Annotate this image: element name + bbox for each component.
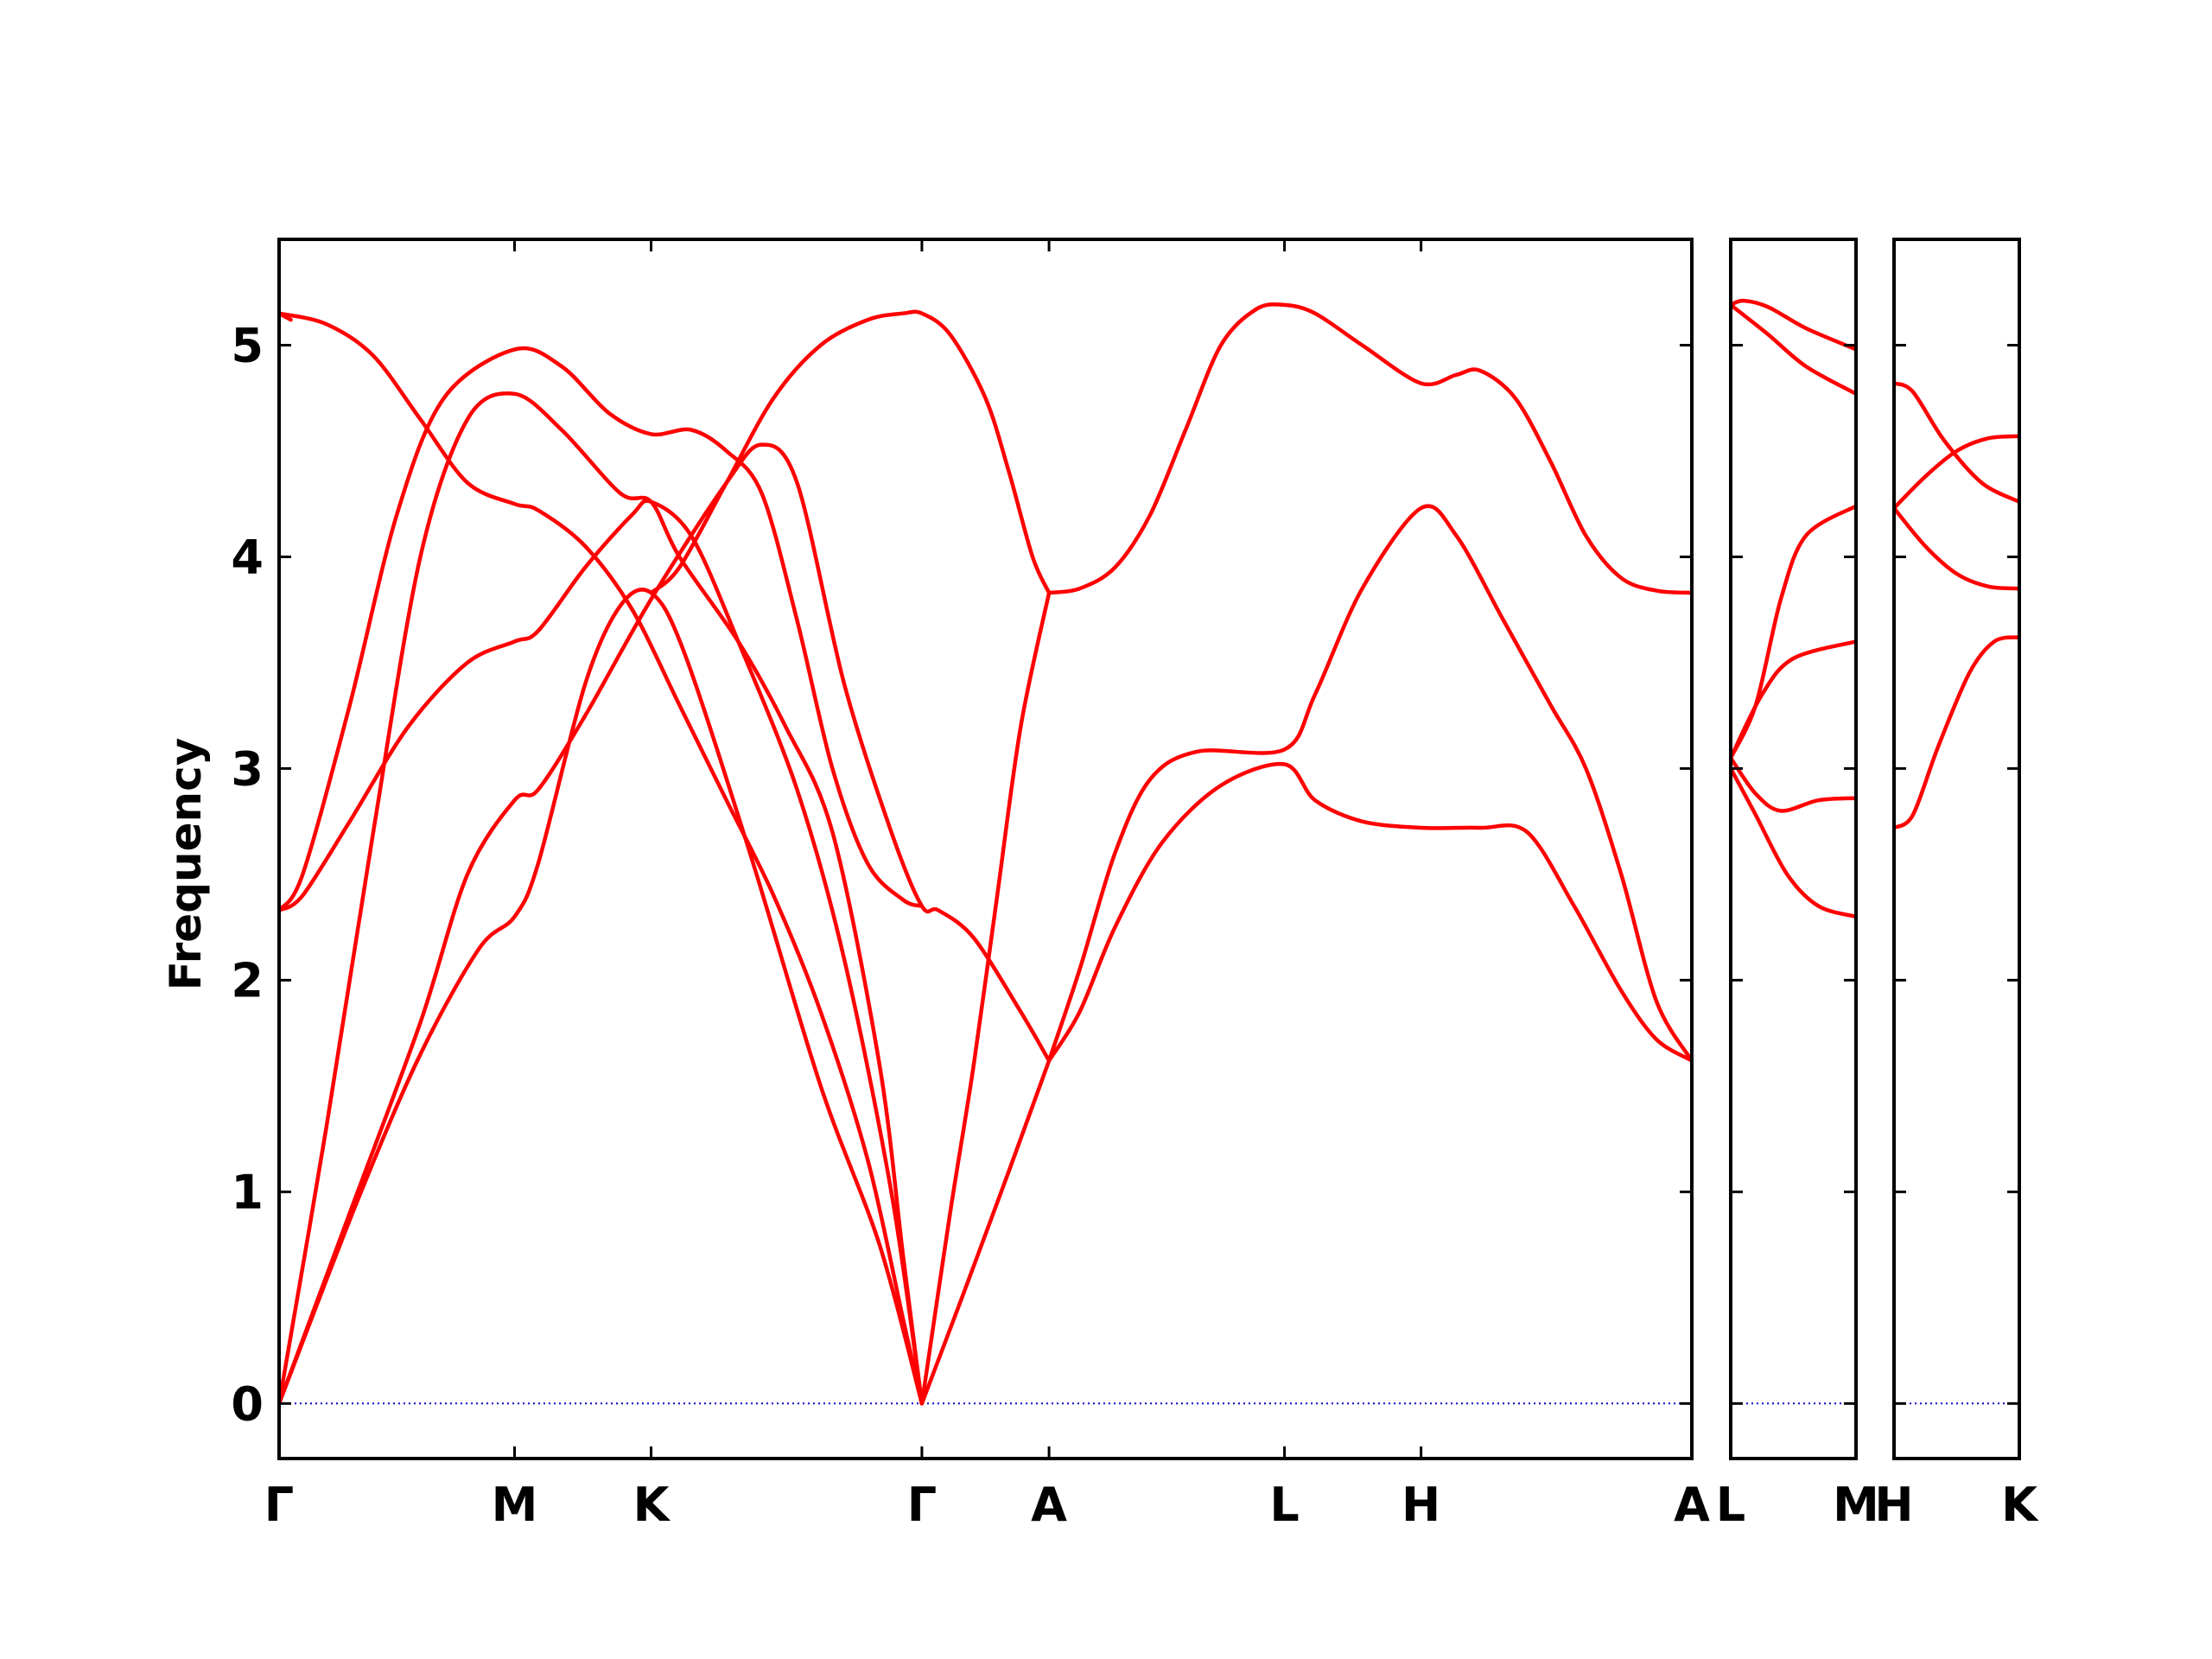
band-line bbox=[1894, 381, 2019, 505]
x-tick-label: A bbox=[1674, 1478, 1710, 1532]
band-line bbox=[279, 391, 925, 1406]
band-line bbox=[1731, 639, 1856, 760]
x-tick-label: H bbox=[1874, 1478, 1913, 1532]
band-line bbox=[279, 442, 1052, 1406]
band-line bbox=[1046, 302, 1692, 595]
x-tick-label: A bbox=[1031, 1478, 1067, 1532]
band-line bbox=[1046, 761, 1692, 1063]
x-tick-label: K bbox=[633, 1478, 671, 1532]
band-line bbox=[919, 1058, 1052, 1406]
band-line bbox=[1046, 504, 1692, 1063]
band-line bbox=[1731, 755, 1856, 813]
band-line bbox=[1731, 302, 1856, 397]
x-tick-label: M bbox=[492, 1478, 538, 1532]
x-tick-label: M bbox=[1833, 1478, 1879, 1532]
plot-panels: Γ M K Γ A L H A L MH K bbox=[264, 238, 2039, 1532]
band-line bbox=[1894, 635, 2019, 830]
band-line bbox=[279, 346, 925, 912]
y-tick-label: 2 bbox=[231, 953, 264, 1007]
panel-frame bbox=[1729, 238, 1858, 1460]
x-tick-label: Γ bbox=[907, 1478, 937, 1532]
y-axis-label: Frequency bbox=[161, 738, 211, 991]
y-tick-label: 3 bbox=[231, 741, 264, 796]
y-tick-label: 1 bbox=[231, 1165, 264, 1219]
panel-frame bbox=[1892, 238, 2021, 1460]
band-line bbox=[1731, 298, 1856, 352]
x-tick-label: L bbox=[1716, 1478, 1745, 1532]
band-line bbox=[1894, 434, 2019, 511]
band-line bbox=[279, 311, 925, 1406]
band-line bbox=[1894, 505, 2019, 591]
y-tick-label: 5 bbox=[231, 318, 264, 372]
x-tick-label: Γ bbox=[264, 1478, 294, 1532]
band-line bbox=[279, 588, 925, 1406]
x-tick-label: H bbox=[1402, 1478, 1440, 1532]
y-tick-label: 4 bbox=[231, 530, 264, 584]
x-tick-label: K bbox=[2001, 1478, 2039, 1532]
panel-frame bbox=[277, 238, 1694, 1460]
x-tick-label: L bbox=[1269, 1478, 1299, 1532]
band-lines bbox=[1894, 381, 2019, 830]
band-line bbox=[919, 590, 1052, 1406]
band-line bbox=[1731, 766, 1856, 919]
y-tick-labels: 0 1 2 3 4 5 bbox=[231, 318, 264, 1431]
band-line bbox=[649, 309, 1052, 595]
band-line bbox=[279, 499, 925, 1406]
y-tick-label: 0 bbox=[231, 1376, 264, 1431]
band-lines bbox=[279, 302, 1692, 1406]
band-lines bbox=[1731, 298, 1856, 919]
